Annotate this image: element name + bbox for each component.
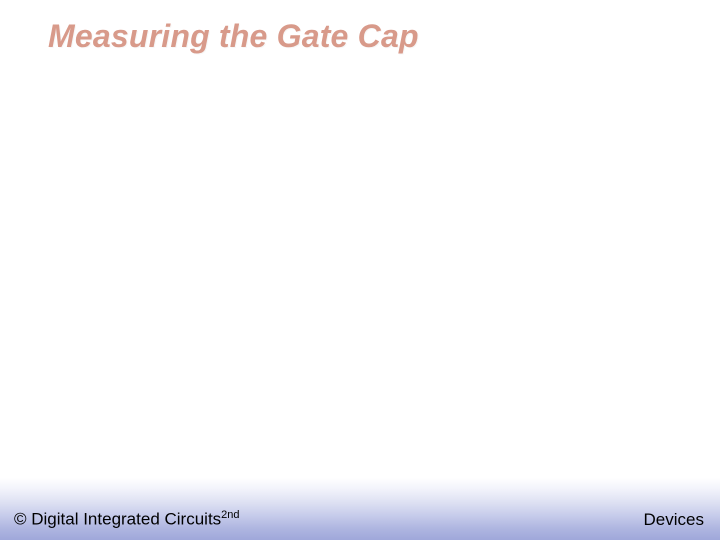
- slide-title: Measuring the Gate Cap: [48, 18, 419, 55]
- footer-left-prefix: © Digital Integrated Circuits: [14, 510, 221, 529]
- slide: Measuring the Gate Cap © Digital Integra…: [0, 0, 720, 540]
- footer-left-super: 2nd: [221, 509, 239, 521]
- footer-copyright: © Digital Integrated Circuits2nd: [14, 509, 240, 530]
- footer-section: Devices: [644, 510, 704, 530]
